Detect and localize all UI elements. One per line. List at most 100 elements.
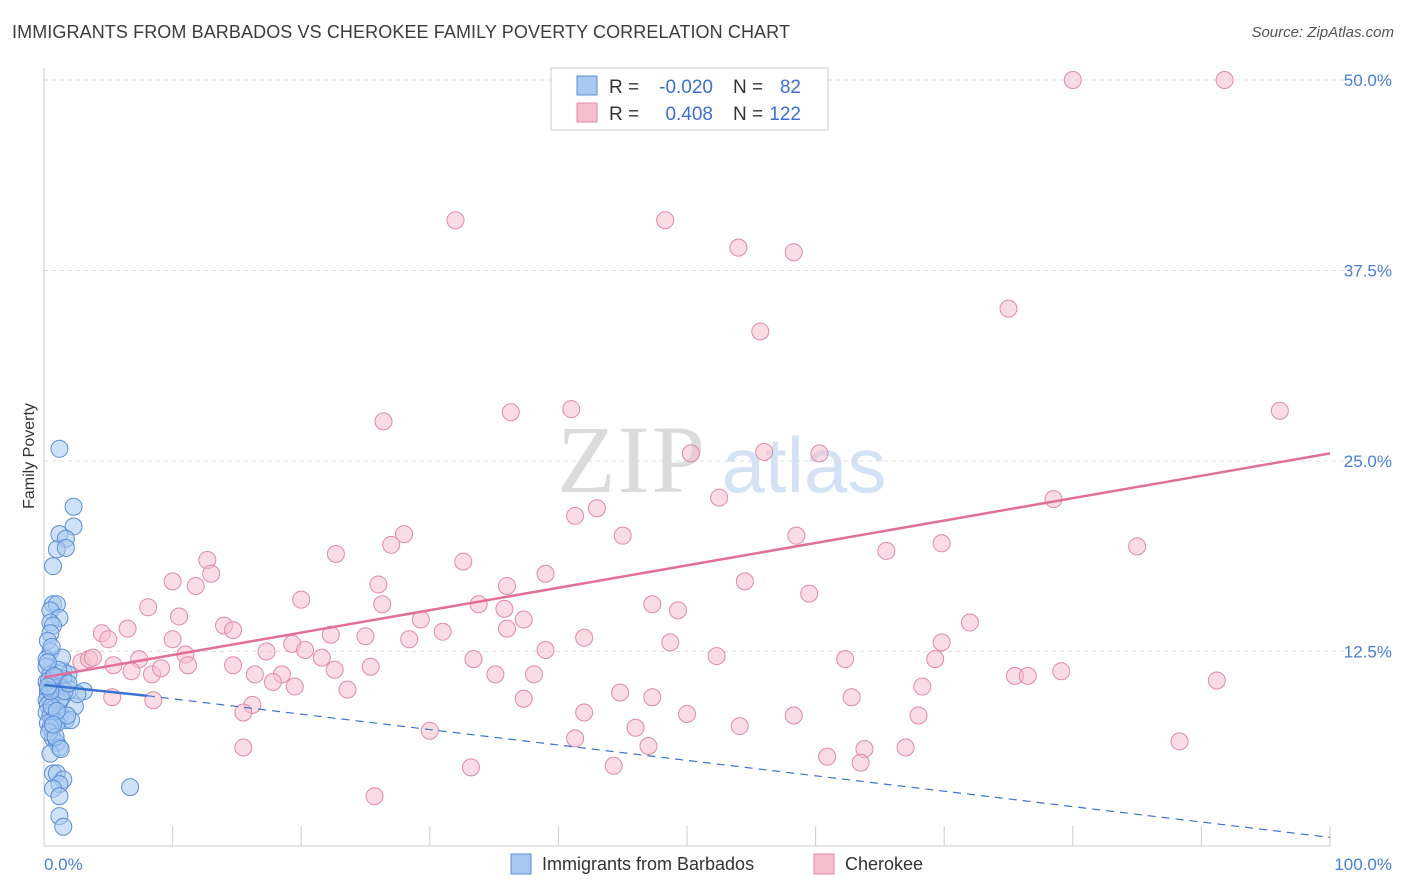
point-cherokee-118 [461,758,480,777]
legend-r-value-pink: 0.408 [665,104,713,125]
point-cherokee-101 [514,689,533,708]
point-barbados-81 [51,740,70,759]
point-cherokee-41 [495,599,514,618]
point-cherokee-64 [536,640,555,659]
point-cherokee-56 [661,633,680,652]
point-cherokee-3 [656,211,675,230]
point-cherokee-107 [420,721,439,740]
point-cherokee-102 [575,703,594,722]
point-cherokee-16 [1044,490,1063,509]
point-barbados-58 [121,778,140,797]
point-cherokee-81 [122,662,141,681]
trend-line-barbados-dashed [146,695,1331,839]
point-cherokee-104 [909,706,928,725]
point-cherokee-115 [566,729,585,748]
point-cherokee-121 [1170,732,1189,751]
point-cherokee-98 [144,691,163,710]
point-cherokee-67 [926,650,945,669]
point-cherokee-2 [446,211,465,230]
watermark: ZIP atlas [557,406,886,513]
point-cherokee-103 [784,706,803,725]
point-cherokee-86 [524,665,543,684]
legend-r-value-blue: -0.020 [659,77,713,98]
point-cherokee-25 [877,541,896,560]
point-cherokee-1 [1215,71,1234,89]
point-cherokee-117 [818,747,837,766]
point-barbados-7 [44,557,63,576]
legend-swatch-pink [576,102,598,123]
point-cherokee-109 [896,738,915,757]
point-cherokee-0 [1063,71,1082,89]
y-axis-title: Family Poverty [21,403,38,509]
trend-line-barbados-solid [43,683,148,697]
point-cherokee-19 [613,526,632,545]
chart-title: IMMIGRANTS FROM BARBADOS VS CHEROKEE FAM… [12,22,791,42]
point-barbados-6 [56,538,75,557]
point-cherokee-44 [514,610,533,629]
point-cherokee-91 [285,677,304,696]
point-cherokee-93 [611,683,630,702]
x-tick-label-min: 0.0% [44,855,83,874]
point-cherokee-62 [257,642,276,661]
point-cherokee-113 [851,753,870,772]
point-cherokee-76 [245,665,264,684]
point-cherokee-51 [118,619,137,638]
point-cherokee-96 [913,677,932,696]
point-cherokee-8 [374,412,393,431]
bottom-legend-label-blue: Immigrants from Barbados [542,854,754,874]
point-cherokee-105 [678,704,696,723]
point-cherokee-85 [486,665,505,684]
point-cherokee-39 [469,595,488,614]
point-cherokee-9 [501,403,520,422]
point-cherokee-12 [681,444,700,463]
point-cherokee-34 [735,572,754,591]
point-cherokee-65 [707,647,726,666]
point-cherokee-88 [1018,666,1037,685]
chart-source: Source: ZipAtlas.com [1251,24,1394,41]
point-cherokee-49 [433,622,452,641]
point-cherokee-95 [842,688,861,707]
x-tick-marks [172,826,1331,846]
y-tick-label-3: 50.0% [1344,71,1392,90]
point-cherokee-53 [356,627,375,646]
point-cherokee-119 [960,613,979,632]
point-cherokee-28 [454,552,473,571]
point-cherokee-4 [729,238,748,257]
point-cherokee-33 [497,576,516,595]
point-cherokee-55 [575,628,594,647]
point-cherokee-42 [668,601,687,620]
point-cherokee-13 [755,442,774,461]
point-cherokee-20 [395,525,414,544]
point-cherokee-22 [932,534,951,553]
point-cherokee-116 [730,717,749,736]
point-cherokee-58 [99,630,118,649]
point-cherokee-18 [587,499,606,518]
point-cherokee-75 [325,660,344,679]
point-barbados-61 [54,817,73,836]
legend: R = -0.020 N = 82 R = 0.408 N = 122 [550,67,829,131]
legend-n-value-blue: 82 [780,77,801,98]
x-tick-label-max: 100.0% [1334,855,1392,874]
point-barbados-80 [44,715,63,734]
point-cherokee-6 [999,299,1018,318]
point-cherokee-79 [224,656,243,675]
point-cherokee-37 [292,590,311,609]
watermark-atlas: atlas [722,421,887,509]
y-tick-label-1: 25.0% [1344,452,1392,471]
series-cherokee [72,71,1289,806]
bottom-legend-swatch-pink [813,853,835,875]
series-immigrants-from-barbados [37,439,140,836]
point-cherokee-43 [139,598,158,617]
bottom-legend: Immigrants from Barbados Cherokee [510,853,923,875]
point-cherokee-74 [312,648,331,667]
point-cherokee-63 [464,650,483,669]
point-cherokee-61 [296,640,315,659]
point-cherokee-30 [202,564,221,583]
point-cherokee-29 [536,564,555,583]
legend-n-label-blue: N = [733,77,763,98]
trend-lines [43,452,1331,839]
point-cherokee-50 [224,621,243,640]
point-cherokee-38 [373,595,392,614]
point-cherokee-27 [326,544,345,563]
point-cherokee-31 [163,572,182,591]
